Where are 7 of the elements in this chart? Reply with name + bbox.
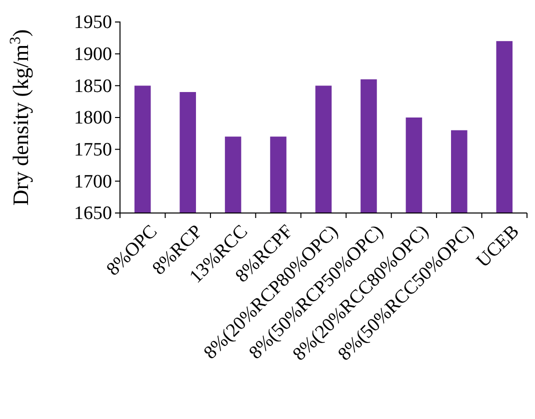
y-tick-label: 1900	[74, 44, 112, 65]
y-tick-label: 1750	[74, 139, 112, 160]
y-tick-label: 1850	[74, 76, 112, 97]
y-tick-label: 1800	[74, 108, 112, 129]
y-tick-label: 1650	[74, 203, 112, 224]
y-tick-label: 1700	[74, 171, 112, 192]
y-tick-label: 1950	[74, 12, 112, 34]
